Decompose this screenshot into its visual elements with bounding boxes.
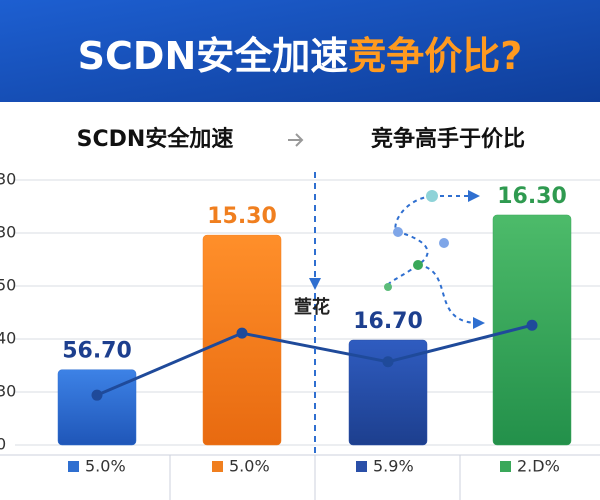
line bbox=[96, 323, 533, 397]
bar bbox=[57, 369, 137, 446]
y-tick-label: 0 bbox=[0, 435, 6, 454]
divider-label: 萱花 bbox=[294, 296, 330, 318]
decoration-dots bbox=[384, 190, 449, 291]
subtitle-right: 竞争高手于价比 bbox=[371, 126, 525, 152]
legend-label: 5.0% bbox=[229, 457, 270, 476]
bar-annotation: 16.70 bbox=[353, 309, 423, 334]
y-tick-label: 50 bbox=[0, 276, 16, 295]
y-tick-label: 30 bbox=[0, 382, 16, 401]
title-highlight: 竞争价比? bbox=[348, 34, 522, 78]
bar bbox=[202, 234, 282, 446]
arrow bbox=[288, 133, 304, 147]
legend-label: 2.D% bbox=[517, 457, 560, 476]
legend-swatch bbox=[212, 461, 223, 472]
y-tick-label: 30 bbox=[0, 223, 16, 242]
bar-annotation: 15.30 bbox=[207, 204, 277, 229]
decoration bbox=[386, 195, 476, 324]
y-tick-label: 40 bbox=[0, 329, 16, 348]
banner bbox=[0, 0, 600, 102]
y-tick-label: 30 bbox=[0, 170, 16, 189]
bar-annotation: 16.30 bbox=[497, 184, 567, 209]
legend-swatch bbox=[68, 461, 79, 472]
decoration-arrows bbox=[468, 190, 485, 329]
line-point bbox=[91, 389, 103, 401]
legend-swatch bbox=[356, 461, 367, 472]
line-point bbox=[382, 356, 394, 368]
divider-arrow bbox=[309, 278, 321, 290]
line-point bbox=[236, 327, 248, 339]
line-point bbox=[526, 319, 538, 331]
legend-swatch bbox=[500, 461, 511, 472]
legend-label: 5.9% bbox=[373, 457, 414, 476]
plot: 0 30 40 50 30 30 56.70 15.30 16.70 16.30 5.0% 5.0% 5… bbox=[0, 170, 600, 500]
title: SCDN安全加速 bbox=[78, 34, 349, 78]
banner-title: SCDN安全加速竞争价比? bbox=[78, 34, 523, 78]
subtitle-left: SCDN安全加速 bbox=[77, 126, 234, 152]
legend-label: 5.0% bbox=[85, 457, 126, 476]
bar-annotation: 56.70 bbox=[62, 339, 132, 364]
bar bbox=[348, 339, 428, 446]
